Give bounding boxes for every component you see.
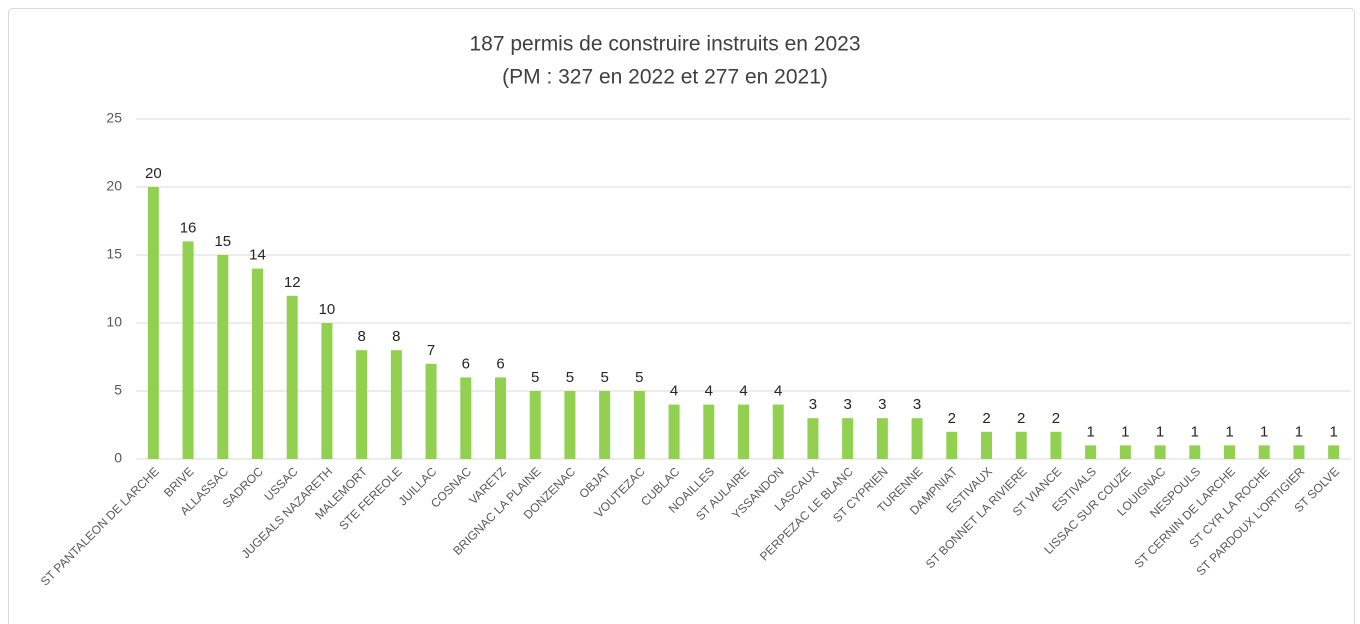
- value-label: 3: [913, 396, 921, 413]
- bar: [703, 404, 715, 459]
- value-label: 2: [948, 410, 956, 427]
- bar: [911, 418, 923, 459]
- bar: [1085, 445, 1097, 459]
- chart-subtitle: (PM : 327 en 2022 et 277 en 2021): [502, 66, 828, 89]
- value-label: 5: [635, 369, 643, 386]
- value-label: 1: [1225, 423, 1233, 440]
- y-tick-label: 0: [114, 450, 122, 466]
- bar: [668, 404, 680, 459]
- bar: [147, 187, 159, 459]
- bar: [1050, 431, 1062, 459]
- bar: [390, 350, 402, 459]
- value-label: 7: [427, 342, 435, 359]
- y-tick-label: 15: [106, 246, 122, 262]
- value-label: 4: [739, 383, 747, 400]
- value-label: 10: [319, 301, 336, 318]
- value-label: 3: [843, 396, 851, 413]
- value-label: 6: [462, 355, 470, 372]
- bar: [1293, 445, 1305, 459]
- value-label: 1: [1191, 423, 1199, 440]
- bar: [633, 391, 645, 459]
- value-label: 3: [878, 396, 886, 413]
- value-label: 2: [1017, 410, 1025, 427]
- value-label: 20: [145, 165, 162, 182]
- value-label: 8: [392, 328, 400, 345]
- value-label: 1: [1086, 423, 1094, 440]
- value-label: 1: [1295, 423, 1303, 440]
- bar: [425, 363, 437, 459]
- chart-frame: [8, 8, 1355, 624]
- value-label: 3: [809, 396, 817, 413]
- value-label: 12: [284, 274, 301, 291]
- value-label: 15: [214, 233, 231, 250]
- value-label: 1: [1260, 423, 1268, 440]
- bar: [842, 418, 854, 459]
- bar: [981, 431, 992, 459]
- bar: [564, 391, 576, 459]
- bar: [599, 391, 611, 459]
- bar: [1154, 445, 1166, 459]
- value-label: 4: [705, 383, 713, 400]
- bar: [460, 377, 472, 459]
- bar: [807, 418, 819, 459]
- bar: [356, 350, 368, 459]
- bar: [252, 268, 263, 459]
- bar: [738, 404, 749, 459]
- value-label: 1: [1156, 423, 1164, 440]
- y-tick-label: 25: [106, 110, 122, 126]
- bar: [1119, 445, 1131, 459]
- value-label: 1: [1121, 423, 1129, 440]
- bar: [182, 241, 194, 459]
- bar: [1328, 445, 1340, 459]
- value-label: 8: [357, 328, 365, 345]
- bar: [876, 418, 888, 459]
- value-label: 5: [600, 369, 608, 386]
- bar: [1015, 431, 1027, 459]
- bar: [1189, 445, 1201, 459]
- value-label: 14: [249, 247, 266, 264]
- bar: [495, 377, 506, 459]
- value-label: 4: [670, 383, 678, 400]
- value-label: 6: [496, 355, 504, 372]
- value-label: 5: [531, 369, 539, 386]
- bar: [321, 323, 333, 459]
- bar: [529, 391, 541, 459]
- value-label: 16: [180, 219, 197, 236]
- y-tick-label: 20: [106, 178, 122, 194]
- bar: [772, 404, 784, 459]
- value-label: 4: [774, 383, 782, 400]
- bar: [1258, 445, 1270, 459]
- bar: [217, 255, 229, 459]
- bar: [286, 295, 298, 459]
- bar: [1224, 445, 1235, 459]
- y-tick-label: 10: [106, 314, 122, 330]
- value-label: 1: [1329, 423, 1337, 440]
- y-tick-label: 5: [114, 382, 122, 398]
- value-label: 5: [566, 369, 574, 386]
- bar: [946, 431, 958, 459]
- value-label: 2: [982, 410, 990, 427]
- chart-title: 187 permis de construire instruits en 20…: [469, 33, 860, 56]
- value-label: 2: [1052, 410, 1060, 427]
